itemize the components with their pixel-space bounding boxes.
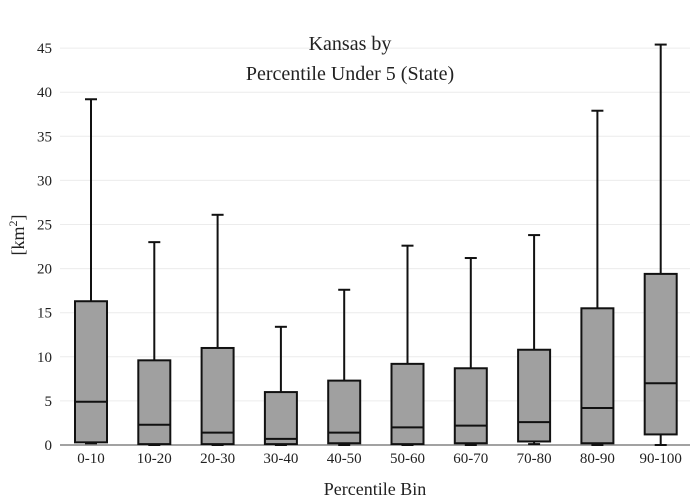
x-tick-label: 80-90 xyxy=(580,451,615,467)
chart-title-line-1: Kansas by xyxy=(309,33,392,55)
y-tick-label: 0 xyxy=(45,438,53,454)
iqr-box xyxy=(74,300,108,444)
y-axis-title-main: [km xyxy=(8,227,28,256)
y-axis-title-close: ] xyxy=(8,215,28,221)
box-90-100 xyxy=(643,43,678,446)
box-50-60 xyxy=(390,244,425,446)
box-40-50 xyxy=(327,288,362,446)
x-tick-label: 10-20 xyxy=(137,451,172,467)
iqr-box xyxy=(517,348,552,443)
x-tick-labels: 0-10 10-20 20-30 30-40 40-50 50-60 60-70 70-80 8… xyxy=(77,451,682,467)
y-tick-label: 35 xyxy=(37,129,52,145)
x-tick-label: 30-40 xyxy=(263,451,298,467)
y-tick-label: 15 xyxy=(37,306,52,322)
iqr-box xyxy=(137,359,172,446)
chart-title-line-2: Percentile Under 5 (State) xyxy=(246,63,454,85)
y-tick-label: 45 xyxy=(37,41,52,57)
y-tick-label: 20 xyxy=(37,262,52,278)
box-0-10 xyxy=(74,98,108,445)
y-tick-label: 40 xyxy=(37,85,52,101)
y-axis-title: [km2] xyxy=(6,215,28,256)
box-60-70 xyxy=(453,257,488,446)
x-axis-title: Percentile Bin xyxy=(324,479,426,499)
iqr-box xyxy=(200,346,235,446)
box-80-90 xyxy=(580,109,615,446)
y-axis-title-superscript: 2 xyxy=(6,221,20,227)
grid-lines xyxy=(60,47,690,402)
box-30-40 xyxy=(263,325,298,446)
iqr-box xyxy=(390,362,425,446)
iqr-box xyxy=(263,391,298,446)
y-tick-label: 10 xyxy=(37,350,52,366)
box-10-20 xyxy=(137,241,172,446)
y-tick-label: 25 xyxy=(37,218,52,234)
boxes xyxy=(74,43,678,446)
iqr-box xyxy=(580,307,615,445)
x-tick-label: 50-60 xyxy=(390,451,425,467)
x-tick-label: 0-10 xyxy=(77,451,105,467)
y-tick-label: 5 xyxy=(45,394,53,410)
box-20-30 xyxy=(200,213,235,446)
iqr-box xyxy=(327,379,362,445)
y-tick-labels: 0 5 10 15 20 25 30 35 40 45 xyxy=(37,41,52,454)
iqr-box xyxy=(643,272,678,436)
iqr-box xyxy=(453,367,488,445)
x-tick-label: 70-80 xyxy=(517,451,552,467)
x-tick-label: 60-70 xyxy=(453,451,488,467)
x-tick-label: 40-50 xyxy=(327,451,362,467)
box-70-80 xyxy=(517,234,552,446)
x-tick-label: 90-100 xyxy=(639,451,682,467)
x-tick-label: 20-30 xyxy=(200,451,235,467)
y-tick-label: 30 xyxy=(37,173,52,189)
